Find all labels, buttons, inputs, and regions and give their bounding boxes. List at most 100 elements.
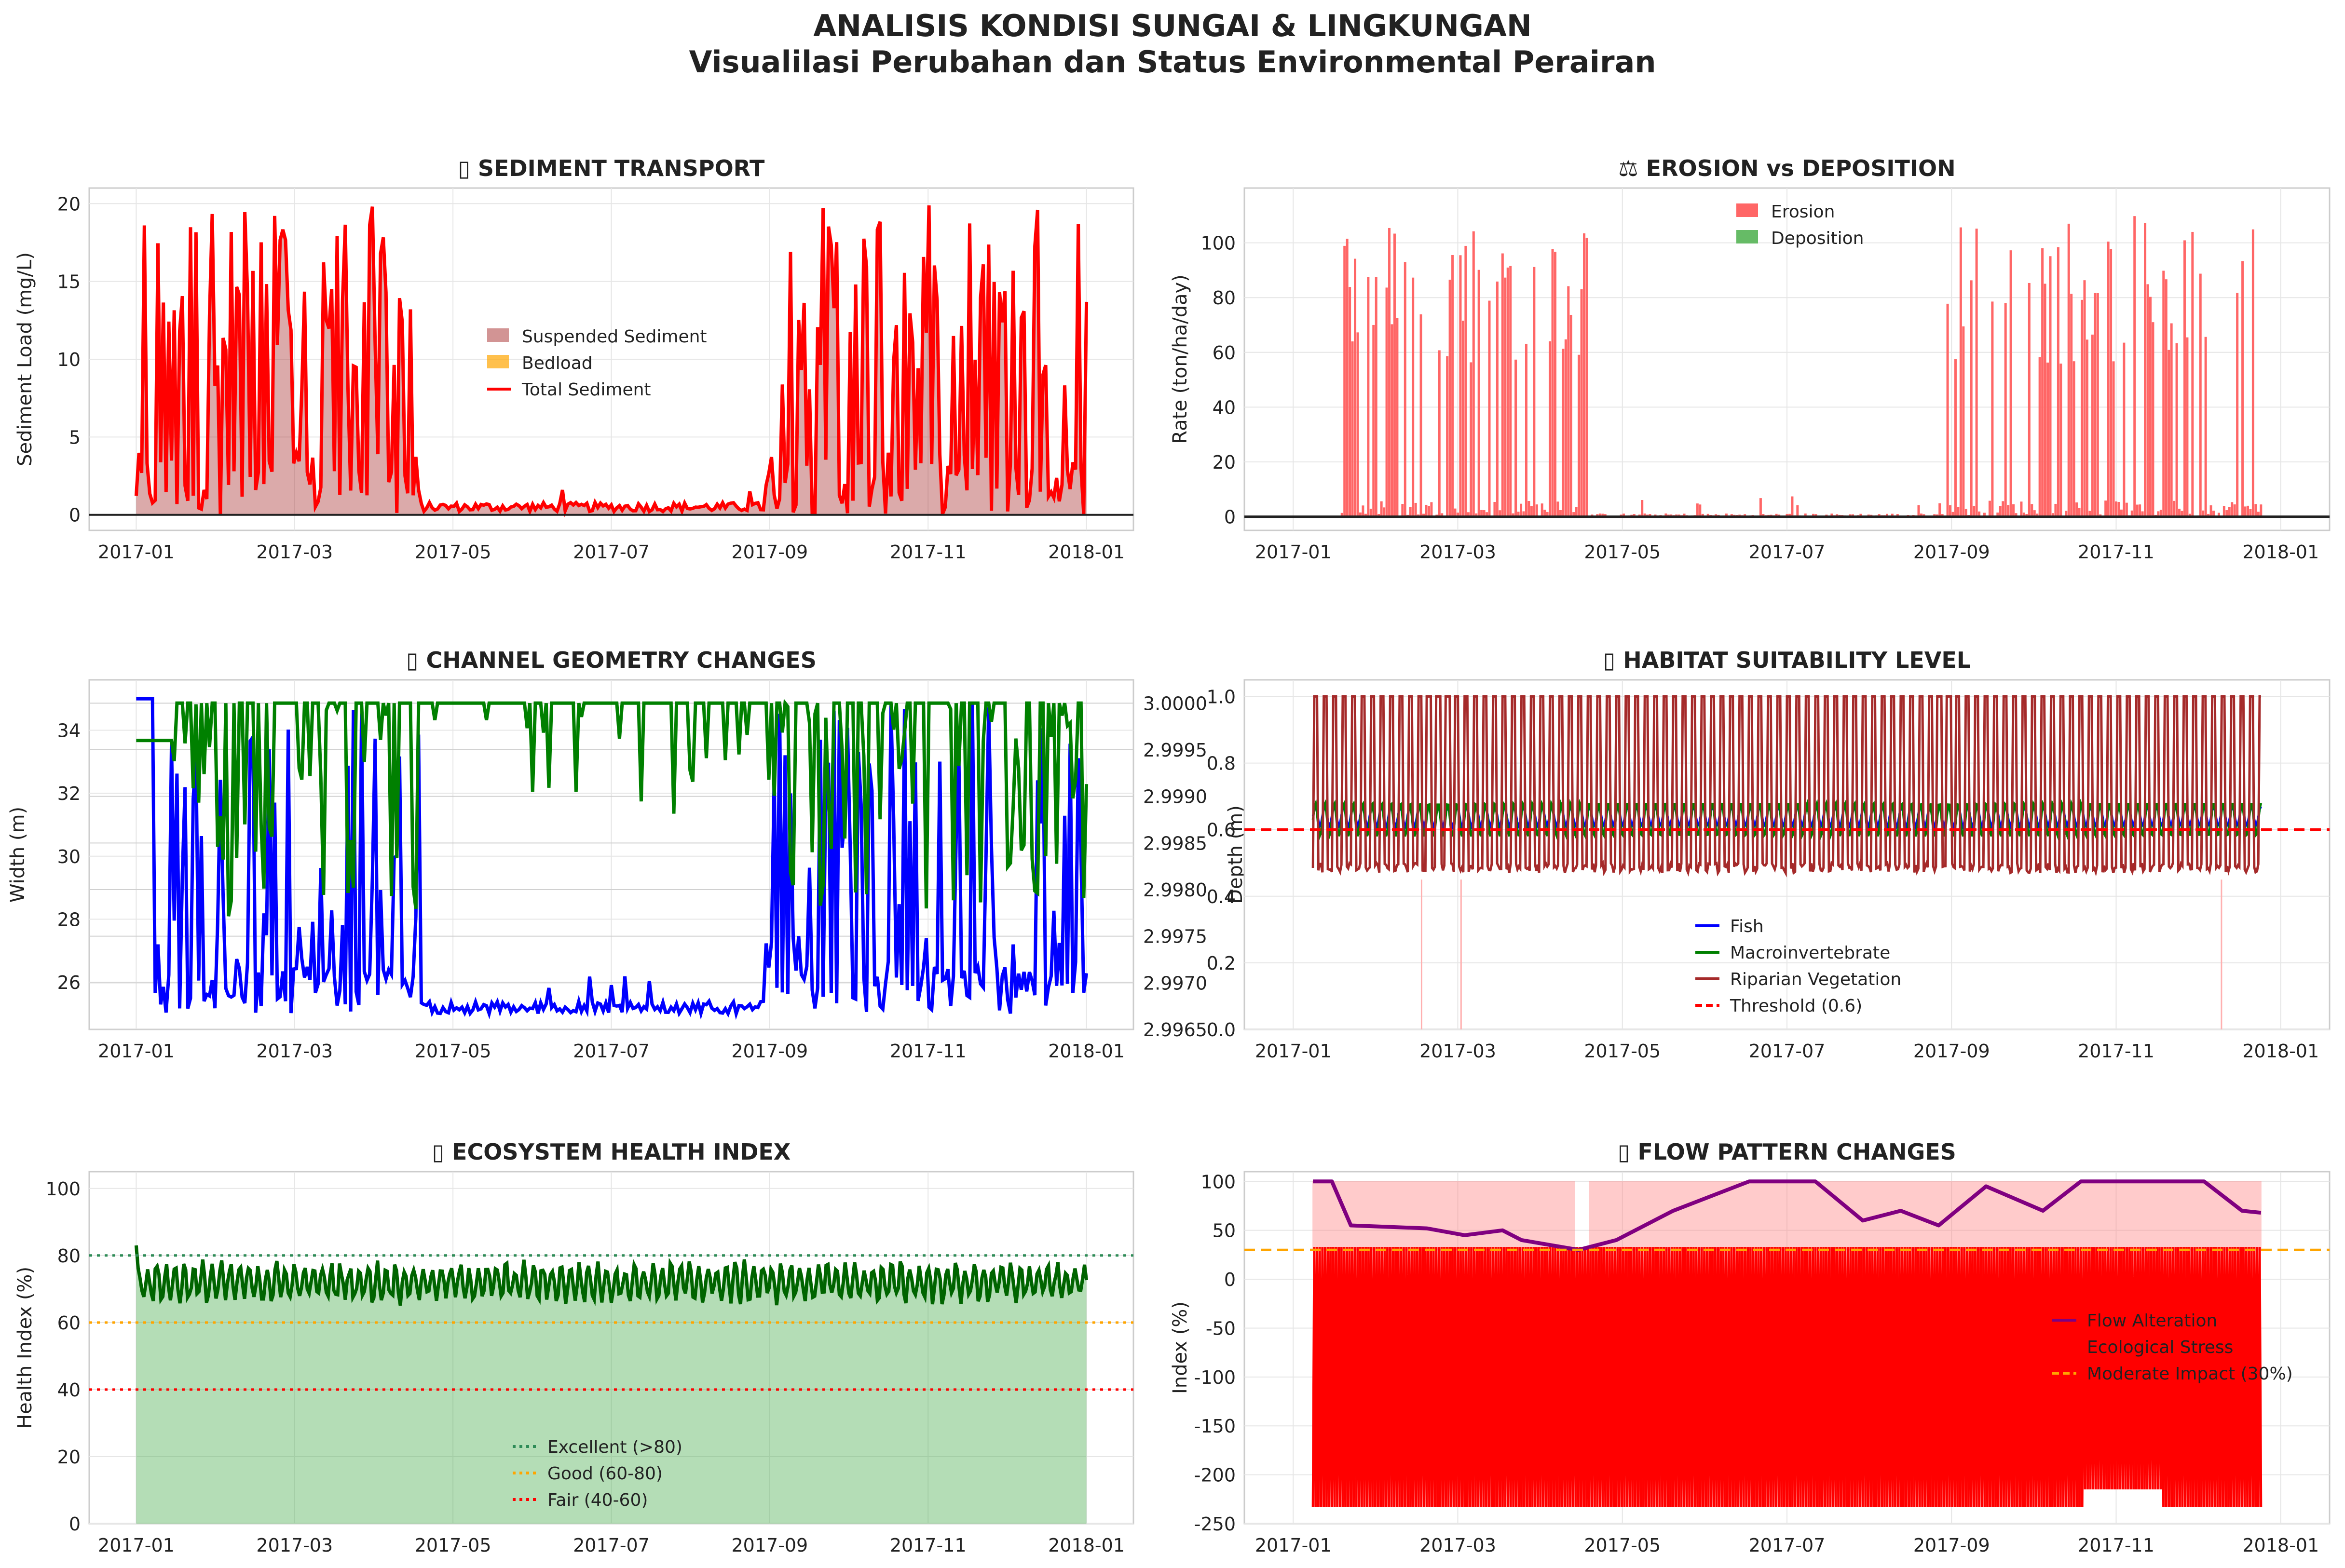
legend-label: Deposition [1771, 229, 1864, 248]
x-tick-label: 2017-11 [2078, 1041, 2154, 1062]
legend-swatch [1736, 203, 1758, 217]
x-tick-label: 2017-09 [731, 1041, 808, 1062]
erosion-bar [2057, 247, 2059, 517]
erosion-bar [1404, 262, 1406, 516]
erosion-bar [1791, 497, 1793, 517]
erosion-bar [1796, 505, 1799, 517]
erosion-bar [2236, 293, 2238, 517]
x-tick-label: 2017-07 [1749, 1535, 1826, 1556]
x-tick-label: 2017-07 [1749, 541, 1826, 563]
x-tick-label: 2017-07 [1749, 1041, 1826, 1062]
erosion-bar [2234, 504, 2236, 516]
erosion-bar [1567, 286, 1569, 517]
legend-label: Moderate Impact (30%) [2087, 1364, 2293, 1384]
erosion-bar [1478, 270, 1480, 517]
y-tick-label: 20 [1213, 452, 1236, 473]
erosion-bar [1454, 509, 1457, 517]
erosion-bar [2123, 343, 2125, 517]
y-tick-label: 26 [57, 972, 81, 993]
erosion-bar [2260, 504, 2262, 516]
erosion-bar [2010, 250, 2012, 516]
y-tick-label: 100 [1200, 233, 1236, 254]
chart-title: ⚖ EROSION vs DEPOSITION [1618, 155, 1955, 181]
x-tick-label: 2017-03 [1419, 1535, 1496, 1556]
erosion-bar [1759, 498, 1762, 516]
erosion-bar [1493, 502, 1496, 517]
x-tick-label: 2018-01 [1048, 1041, 1125, 1062]
erosion-bar [1446, 356, 1448, 517]
erosion-bar [1578, 355, 1580, 517]
erosion-bar [1552, 249, 1554, 516]
erosion-bar [1989, 501, 1991, 517]
erosion-bar [1525, 344, 1527, 517]
erosion-bar [1583, 233, 1585, 517]
erosion-bar [2104, 500, 2107, 516]
erosion-bar [2205, 337, 2207, 517]
erosion-bar [1509, 266, 1512, 517]
x-tick-label: 2017-07 [573, 1041, 650, 1062]
erosion-bar [2094, 293, 2096, 517]
legend-label: Macroinvertebrate [1730, 943, 1890, 963]
y-right-tick-label: 2.9975 [1143, 926, 1207, 947]
erosion-bar [1501, 254, 1504, 517]
erosion-bar [2113, 361, 2115, 516]
x-tick-label: 2017-05 [415, 1535, 491, 1556]
erosion-bar [1354, 259, 1356, 517]
x-tick-label: 2017-01 [98, 1041, 175, 1062]
y-right-tick-label: 2.9980 [1143, 879, 1207, 901]
erosion-bar [2176, 343, 2178, 517]
erosion-bar [1462, 321, 1464, 517]
erosion-bar [2199, 274, 2202, 517]
x-tick-label: 2017-01 [1255, 541, 1332, 563]
erosion-bar [1357, 332, 1359, 516]
erosion-bar [2110, 249, 2112, 516]
y-tick-label: -250 [1194, 1514, 1236, 1535]
erosion-bar [2152, 322, 2154, 516]
erosion-bar [2170, 324, 2173, 517]
legend-label: Suspended Sediment [522, 327, 707, 347]
erosion-bar [1556, 501, 1559, 516]
erosion-bar [2139, 504, 2141, 516]
x-tick-label: 2017-11 [890, 1535, 967, 1556]
legend-label: Fair (40-60) [547, 1490, 648, 1510]
erosion-bar [2186, 338, 2188, 517]
legend-label: Riparian Vegetation [1730, 970, 1901, 989]
erosion-bar [2075, 502, 2078, 517]
x-tick-label: 2017-03 [256, 1041, 333, 1062]
erosion-bar [1581, 289, 1583, 517]
y-tick-label: 40 [1213, 397, 1236, 418]
erosion-bar [1562, 349, 1564, 516]
y-tick-label: -50 [1206, 1318, 1236, 1339]
y-tick-label: -100 [1194, 1367, 1236, 1388]
erosion-bar [2147, 284, 2149, 516]
y-axis-label: Sediment Load (mg/L) [14, 252, 36, 466]
x-tick-label: 2017-01 [98, 1535, 175, 1556]
erosion-bar [2049, 256, 2052, 516]
y-tick-label: -150 [1194, 1416, 1236, 1437]
erosion-bar [1380, 501, 1383, 517]
erosion-bar [1570, 315, 1572, 517]
erosion-bar [1641, 500, 1643, 517]
y-tick-label: 0 [1224, 507, 1236, 528]
y-right-tick-label: 2.9985 [1143, 833, 1207, 854]
erosion-bar [1533, 267, 1535, 517]
legend-swatch [487, 355, 509, 368]
erosion-bar [2228, 507, 2231, 517]
erosion-bar [2081, 300, 2083, 517]
erosion-bar [1438, 351, 1441, 517]
erosion-bar [2183, 240, 2186, 516]
y-tick-label: 32 [57, 783, 81, 804]
erosion-bar [2059, 364, 2062, 517]
erosion-bar [1496, 282, 1499, 517]
x-tick-label: 2017-03 [1419, 541, 1496, 563]
erosion-bar [2054, 504, 2057, 517]
erosion-bar [1549, 341, 1551, 517]
legend-label: Fish [1730, 917, 1764, 936]
erosion-bar [2247, 506, 2249, 517]
erosion-bar [2031, 504, 2033, 516]
erosion-bar [1415, 503, 1417, 517]
